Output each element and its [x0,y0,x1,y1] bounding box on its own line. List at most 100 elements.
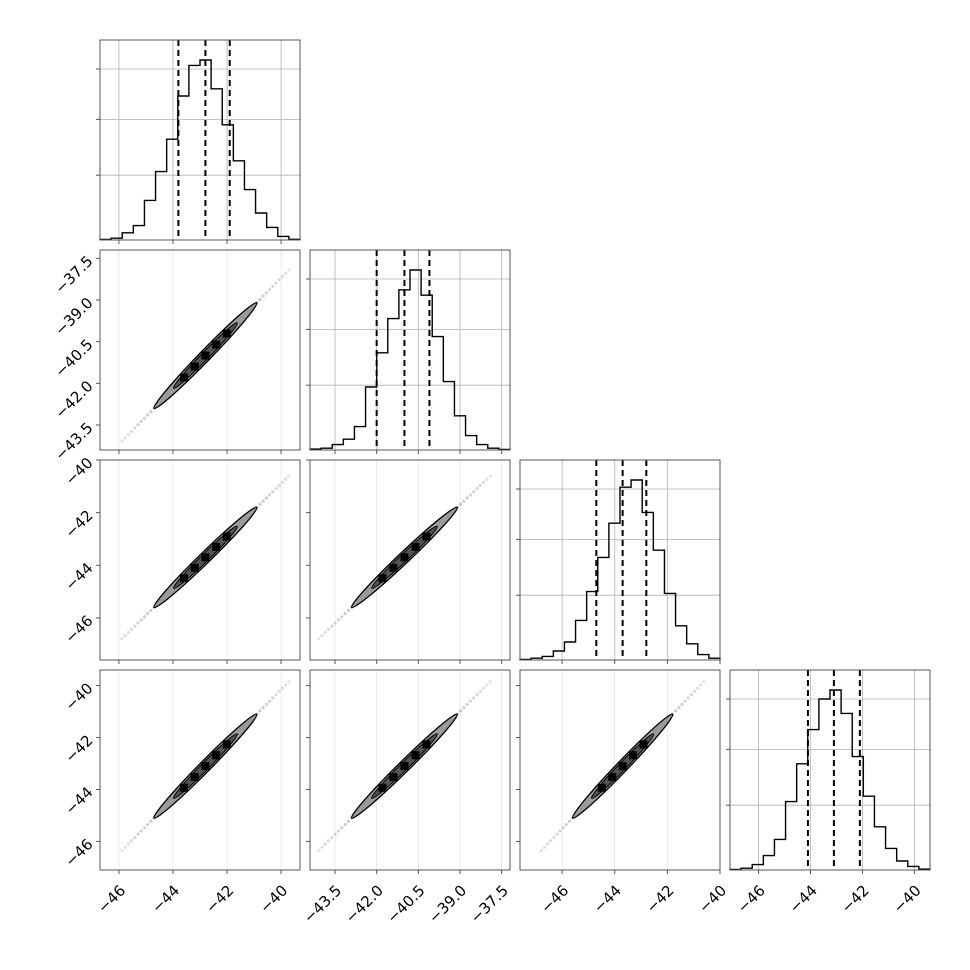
scatter-point [284,477,288,481]
scatter-point [264,496,268,500]
scatter-point [264,702,268,707]
scatter-point [133,426,137,430]
density-cell [639,740,648,749]
scatter-point [123,633,127,638]
scatter-point [287,680,291,684]
scatter-point [485,683,489,687]
histogram-param-2 [519,479,721,661]
density-cell [378,574,387,583]
scatter-point [258,502,262,506]
scatter-point [129,627,134,631]
scatter-point [287,474,291,478]
scatter-point [323,842,327,846]
density-cell [201,762,210,771]
scatter-point [674,709,678,713]
scatter-point [561,826,565,830]
scatter-point [458,709,463,713]
scatter-point [271,490,275,494]
scatter-point [120,848,124,853]
x-tick-label: −42 [643,882,678,917]
x-tick-label: −44 [786,882,821,917]
scatter-point [277,689,281,694]
density-cell [180,373,189,382]
scatter-point [129,839,134,843]
scatter-point [267,493,272,497]
scatter-point [287,268,291,272]
scatter-point [146,413,150,417]
scatter-point [317,848,321,853]
scatter-point [274,281,278,285]
histogram-param-0 [99,59,301,241]
scatter-point [462,499,466,503]
density-cell [180,783,189,792]
scatter-point [271,696,275,700]
scatter-point [136,621,140,625]
scatter-point [539,848,543,853]
panel-3-1: −43.5−42.0−40.5−39.0−37.5 [300,669,512,927]
scatter-point [261,706,265,710]
scatter-point [465,496,469,500]
scatter-point [264,291,268,295]
scatter-point [274,693,278,697]
scatter-point [478,483,482,488]
x-tick-label: −39.0 [425,882,470,927]
density-cell [608,772,617,781]
panel-1-1 [306,249,511,454]
scatter-point [680,702,684,707]
scatter-point [149,410,153,414]
x-tick-label: −40 [695,882,730,917]
scatter-point [129,429,134,434]
y-tick-label: −42.0 [51,377,96,422]
scatter-point [458,502,463,506]
panel-frame [99,249,301,451]
scatter-point [133,624,137,628]
scatter-point [136,423,140,427]
x-tick-label: −44 [148,882,183,917]
y-tick-label: −44 [61,559,96,594]
histogram-param-3 [729,689,931,871]
scatter-point [258,297,262,302]
scatter-point [258,709,262,713]
scatter-point [552,835,556,840]
density-cell [212,340,221,349]
panel-frame [99,459,301,661]
density-cell [212,751,221,760]
scatter-point [488,680,492,684]
scatter-point [343,822,347,827]
scatter-point [465,702,469,707]
scatter-point [280,274,285,278]
scatter-point [142,416,147,420]
scatter-point [462,706,466,710]
scatter-point [267,287,272,292]
scatter-point [142,615,147,619]
scatter-point [280,686,285,690]
scatter-point [142,826,147,830]
scatter-point [546,842,550,846]
y-tick-label: −40 [61,679,96,714]
x-tick-label: −44 [590,882,625,917]
panel-0-0 [96,39,301,244]
scatter-point [123,436,127,440]
panel-frame [309,459,511,661]
scatter-point [333,832,337,836]
scatter-point [343,612,347,616]
y-tick-label: −42 [61,731,96,766]
y-tick-label: −44 [61,783,96,818]
scatter-point [555,832,559,836]
panel-3-2: −46 −44 −42 −40 [516,669,730,917]
panel-2-0: −46−44−42−40 [61,454,301,664]
scatter-point [485,477,489,481]
density-cell [389,563,398,572]
scatter-point [136,832,140,836]
scatter-point [326,839,331,843]
y-tick-label: −46 [61,835,96,870]
scatter-point [139,829,143,833]
scatter-point [284,683,288,687]
y-tick-label: −42 [61,506,96,541]
scatter-point [271,284,275,288]
scatter-point [330,835,334,840]
density-cell [422,740,431,749]
panel-frame [99,39,301,241]
x-tick-label: −46 [94,882,129,917]
